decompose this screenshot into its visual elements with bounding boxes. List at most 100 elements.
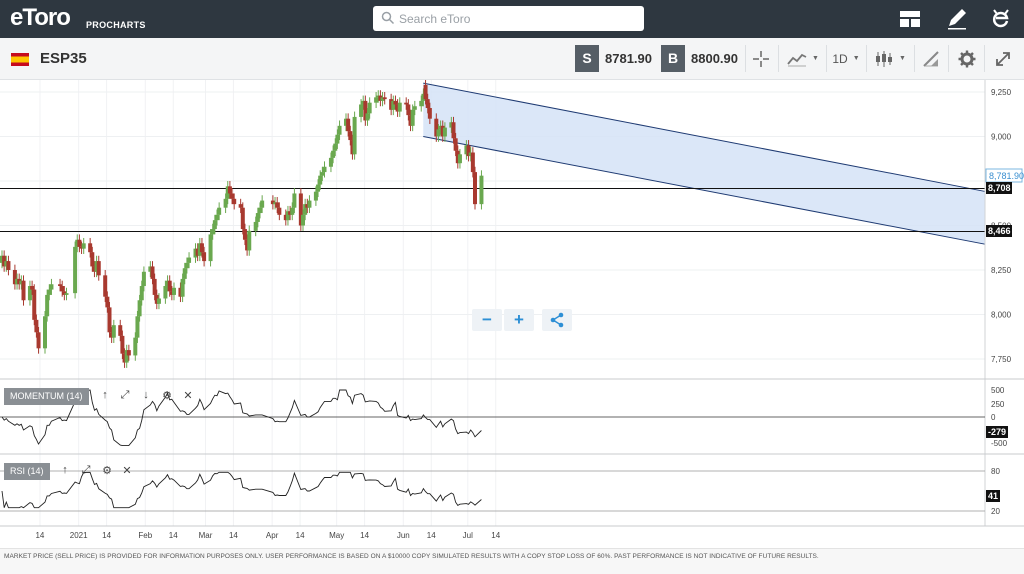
candle-body[interactable] [331, 150, 336, 158]
candle-body[interactable] [285, 211, 290, 221]
candle-body[interactable] [466, 145, 471, 157]
candle-body[interactable] [79, 246, 84, 249]
candle-body[interactable] [316, 184, 321, 192]
candle-body[interactable] [36, 332, 41, 349]
candle-body[interactable] [172, 287, 176, 295]
candle-body[interactable] [75, 239, 80, 247]
layout-icon[interactable] [897, 6, 923, 32]
candle-style-button[interactable]: ▼ [870, 45, 910, 72]
candle-body[interactable] [333, 143, 338, 151]
candle-body[interactable] [62, 291, 67, 295]
candle-body[interactable] [318, 175, 323, 185]
candle-body[interactable] [328, 157, 333, 167]
candle-body[interactable] [169, 291, 174, 295]
candle-body[interactable] [258, 207, 262, 214]
candle-body[interactable] [382, 97, 387, 100]
candle-body[interactable] [92, 266, 97, 272]
arrow-down-icon[interactable]: ↓ [143, 389, 149, 401]
candle-body[interactable] [352, 116, 357, 155]
candle-body[interactable] [193, 248, 198, 258]
maximize-icon[interactable]: ⤢ [120, 389, 130, 401]
candle-body[interactable] [363, 100, 368, 121]
buy-price-box[interactable]: B 8800.90 [661, 45, 743, 72]
drawing-tools-button[interactable] [918, 45, 944, 72]
candle-body[interactable] [133, 337, 138, 356]
sell-price-box[interactable]: S 8781.90 [575, 45, 657, 72]
candle-body[interactable] [307, 200, 312, 208]
candle-body[interactable] [30, 286, 35, 290]
candle-body[interactable] [178, 287, 183, 297]
candle-body[interactable] [208, 234, 213, 262]
candle-body[interactable] [107, 307, 112, 333]
candle-body[interactable] [242, 229, 247, 240]
candle-body[interactable] [438, 125, 443, 130]
candle-body[interactable] [12, 270, 17, 285]
candle-body[interactable] [187, 257, 192, 263]
candle-body[interactable] [94, 261, 99, 272]
candle-body[interactable] [440, 125, 445, 137]
candle-body[interactable] [464, 145, 469, 155]
candle-body[interactable] [103, 275, 108, 297]
candle-body[interactable] [455, 150, 460, 164]
candle-body[interactable] [270, 200, 275, 205]
candle-body[interactable] [408, 115, 413, 126]
candle-body[interactable] [225, 186, 230, 199]
candle-body[interactable] [122, 353, 127, 363]
candle-body[interactable] [389, 99, 394, 110]
candle-body[interactable] [277, 207, 282, 215]
candle-body[interactable] [212, 220, 217, 230]
candle-body[interactable] [0, 255, 4, 263]
candle-body[interactable] [313, 191, 318, 201]
candle-body[interactable] [346, 118, 351, 132]
candle-body[interactable] [139, 286, 144, 301]
search-input[interactable] [399, 8, 639, 29]
candle-body[interactable] [427, 108, 432, 119]
candle-body[interactable] [126, 350, 131, 356]
candle-body[interactable] [404, 102, 409, 105]
candle-body[interactable] [17, 278, 22, 285]
candle-body[interactable] [423, 84, 428, 100]
candle-body[interactable] [260, 200, 265, 208]
etoro-e-icon[interactable] [988, 6, 1014, 32]
candle-body[interactable] [391, 100, 396, 110]
candle-body[interactable] [77, 239, 82, 247]
candle-body[interactable] [359, 104, 364, 117]
candle-body[interactable] [301, 214, 305, 226]
candle-body[interactable] [292, 193, 297, 208]
candle-body[interactable] [245, 239, 250, 251]
candle-body[interactable] [406, 104, 411, 116]
candle-body[interactable] [468, 152, 473, 157]
candle-body[interactable] [47, 289, 52, 295]
candle-body[interactable] [247, 230, 252, 251]
candle-body[interactable] [457, 154, 462, 164]
maximize-icon[interactable]: ⤢ [81, 464, 91, 476]
candle-body[interactable] [182, 268, 187, 279]
candle-body[interactable] [255, 213, 260, 222]
candle-body[interactable] [253, 221, 258, 231]
candle-body[interactable] [109, 332, 114, 338]
candle-body[interactable] [395, 104, 400, 112]
candle-body[interactable] [195, 248, 200, 256]
candle-body[interactable] [60, 286, 65, 292]
candle-body[interactable] [156, 298, 161, 304]
candle-body[interactable] [202, 252, 207, 262]
candle-body[interactable] [210, 229, 215, 235]
candle-body[interactable] [412, 106, 417, 110]
candle-body[interactable] [165, 280, 170, 287]
candle-body[interactable] [348, 131, 353, 141]
candle-body[interactable] [15, 278, 20, 285]
candle-body[interactable] [34, 319, 39, 333]
zoom-in-button[interactable]: + [504, 309, 534, 331]
candle-body[interactable] [305, 204, 310, 208]
timeframe-select[interactable]: 1D ▼ [830, 45, 862, 72]
candle-body[interactable] [298, 193, 303, 226]
candle-body[interactable] [32, 289, 37, 320]
candle-body[interactable] [120, 335, 125, 354]
settings-button[interactable] [954, 45, 980, 72]
candle-body[interactable] [167, 280, 172, 292]
momentum-indicator-label[interactable]: MOMENTUM (14) [4, 388, 89, 405]
candle-body[interactable] [473, 172, 477, 205]
candle-body[interactable] [288, 211, 293, 215]
candle-body[interactable] [135, 316, 140, 338]
zoom-out-button[interactable]: − [472, 309, 502, 331]
